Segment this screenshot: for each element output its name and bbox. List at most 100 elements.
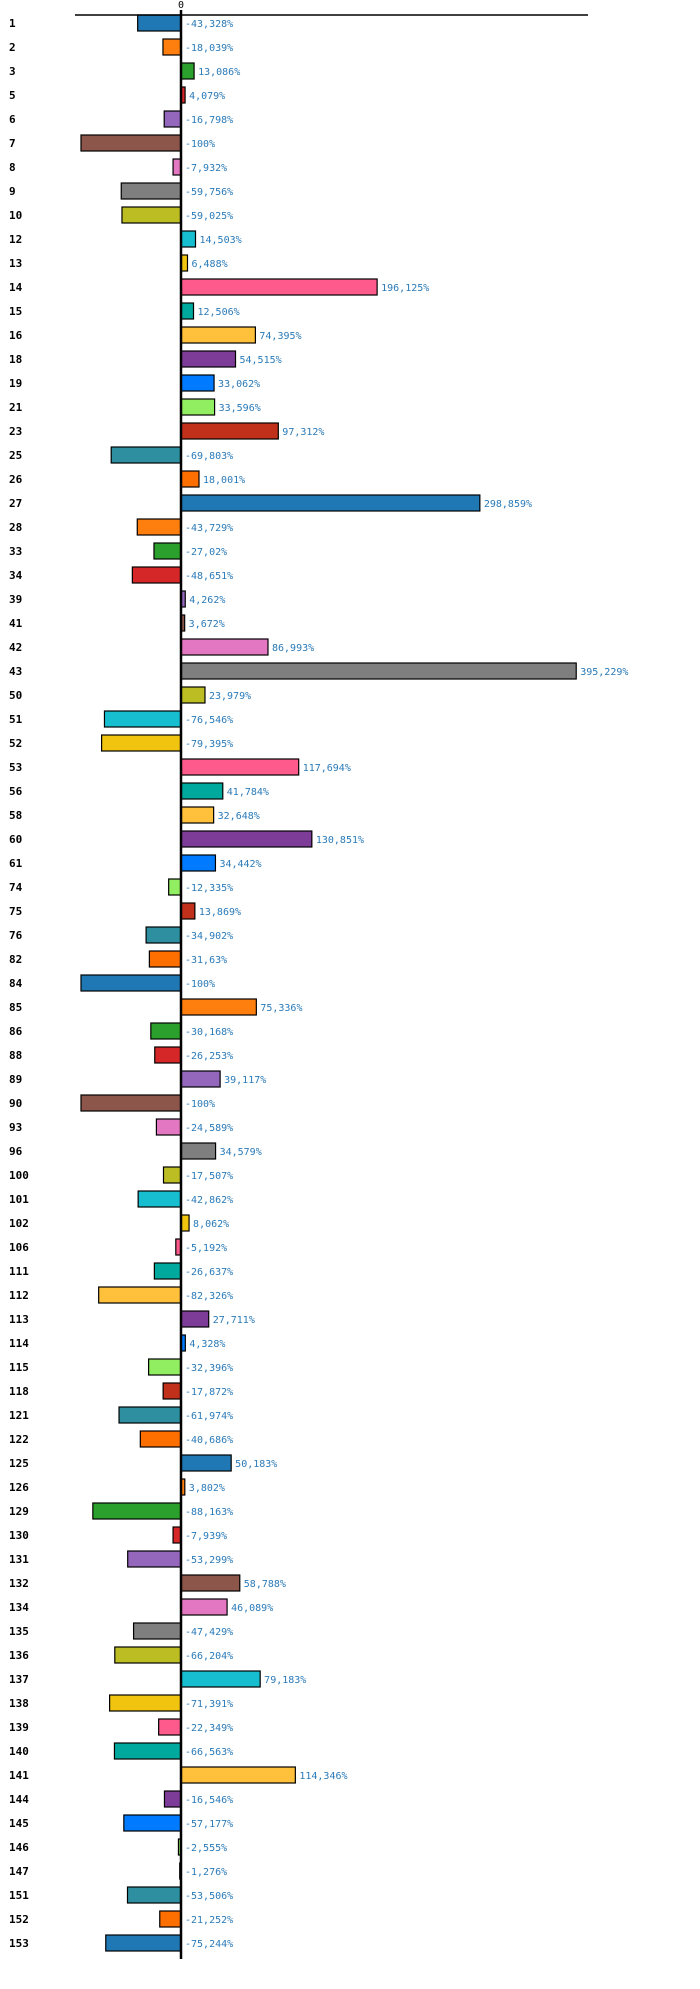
bar xyxy=(136,518,182,536)
category-label: 96 xyxy=(9,1145,23,1158)
value-label: 58,788% xyxy=(244,1579,286,1590)
value-label: -18,039% xyxy=(185,43,233,54)
value-label: -79,395% xyxy=(185,739,233,750)
category-label: 115 xyxy=(9,1361,29,1374)
category-label: 141 xyxy=(9,1769,29,1782)
category-label: 114 xyxy=(9,1337,29,1350)
value-label: 39,117% xyxy=(224,1075,266,1086)
category-label: 75 xyxy=(9,905,22,918)
value-label: -16,546% xyxy=(185,1795,233,1806)
bar xyxy=(150,1022,182,1040)
category-label: 53 xyxy=(9,761,22,774)
value-label: 33,596% xyxy=(219,403,261,414)
bar xyxy=(114,1646,182,1664)
bar xyxy=(131,566,182,584)
bar xyxy=(180,374,215,392)
bar xyxy=(180,1070,221,1088)
category-label: 6 xyxy=(9,113,16,126)
bar xyxy=(180,758,300,776)
bar xyxy=(154,1046,182,1064)
category-label: 58 xyxy=(9,809,22,822)
category-label: 52 xyxy=(9,737,22,750)
value-label: -100% xyxy=(185,139,215,150)
bar xyxy=(80,134,182,152)
value-label: -26,253% xyxy=(185,1051,233,1062)
value-label: 34,442% xyxy=(219,859,261,870)
value-label: 114,346% xyxy=(299,1771,347,1782)
value-label: -53,506% xyxy=(185,1891,233,1902)
value-label: -59,025% xyxy=(185,211,233,222)
bar xyxy=(159,1910,182,1928)
bar xyxy=(98,1286,182,1304)
value-label: 75,336% xyxy=(260,1003,302,1014)
value-label: -40,686% xyxy=(185,1435,233,1446)
category-label: 137 xyxy=(9,1673,29,1686)
bar xyxy=(153,542,182,560)
bar xyxy=(132,1622,182,1640)
category-label: 28 xyxy=(9,521,22,534)
category-label: 85 xyxy=(9,1001,22,1014)
bar xyxy=(120,182,182,200)
bar xyxy=(137,1190,182,1208)
value-label: -66,204% xyxy=(185,1651,233,1662)
category-label: 134 xyxy=(9,1601,29,1614)
category-label: 153 xyxy=(9,1937,29,1950)
bar xyxy=(101,734,182,752)
value-label: -100% xyxy=(185,1099,215,1110)
bar xyxy=(109,1694,182,1712)
category-label: 12 xyxy=(9,233,22,246)
value-label: 27,711% xyxy=(213,1315,255,1326)
value-label: 13,086% xyxy=(198,67,240,78)
category-label: 145 xyxy=(9,1817,29,1830)
category-label: 8 xyxy=(9,161,16,174)
value-label: 117,694% xyxy=(303,763,351,774)
category-label: 42 xyxy=(9,641,22,654)
bar xyxy=(127,1550,182,1568)
bar xyxy=(180,1310,210,1328)
category-label: 139 xyxy=(9,1721,29,1734)
category-label: 16 xyxy=(9,329,23,342)
value-label: -17,507% xyxy=(185,1171,233,1182)
category-label: 102 xyxy=(9,1217,29,1230)
bar xyxy=(123,1814,182,1832)
category-label: 126 xyxy=(9,1481,29,1494)
category-label: 26 xyxy=(9,473,23,486)
value-label: -5,192% xyxy=(185,1243,227,1254)
bar xyxy=(110,446,182,464)
category-label: 27 xyxy=(9,497,22,510)
value-label: -57,177% xyxy=(185,1819,233,1830)
value-label: 3,672% xyxy=(189,619,225,630)
bar xyxy=(145,926,182,944)
value-label: -88,163% xyxy=(185,1507,233,1518)
value-label: -59,756% xyxy=(185,187,233,198)
category-label: 152 xyxy=(9,1913,29,1926)
value-label: 395,229% xyxy=(580,667,628,678)
bar xyxy=(180,302,195,320)
value-label: 32,648% xyxy=(218,811,260,822)
category-label: 5 xyxy=(9,89,16,102)
category-label: 100 xyxy=(9,1169,29,1182)
category-label: 34 xyxy=(9,569,23,582)
labels-layer: 1 -43,328% 2 -18,039% 3 13,086% 5 4,079% 6 -16,79… xyxy=(9,17,628,1950)
value-label: -7,932% xyxy=(185,163,227,174)
bar xyxy=(180,998,257,1016)
bar xyxy=(180,854,217,872)
category-label: 61 xyxy=(9,857,23,870)
value-label: 12,506% xyxy=(198,307,240,318)
value-label: 33,062% xyxy=(218,379,260,390)
bar xyxy=(148,950,182,968)
bar xyxy=(180,782,224,800)
value-label: -61,974% xyxy=(185,1411,233,1422)
bars-layer xyxy=(80,14,577,1952)
bar xyxy=(180,326,256,344)
value-label: -71,391% xyxy=(185,1699,233,1710)
value-label: 18,001% xyxy=(203,475,245,486)
category-label: 39 xyxy=(9,593,22,606)
category-label: 60 xyxy=(9,833,22,846)
value-label: 130,851% xyxy=(316,835,364,846)
value-label: 41,784% xyxy=(227,787,269,798)
bar xyxy=(180,806,215,824)
value-label: -34,902% xyxy=(185,931,233,942)
category-label: 21 xyxy=(9,401,23,414)
